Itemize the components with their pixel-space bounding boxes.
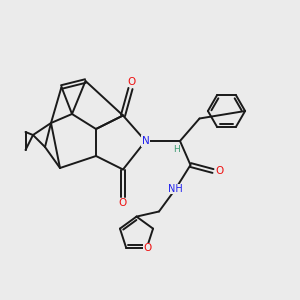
Text: H: H — [173, 146, 180, 154]
Text: O: O — [119, 198, 127, 208]
Text: O: O — [215, 166, 224, 176]
Text: O: O — [143, 243, 152, 253]
Text: NH: NH — [168, 184, 183, 194]
Text: N: N — [142, 136, 149, 146]
Text: O: O — [128, 77, 136, 87]
